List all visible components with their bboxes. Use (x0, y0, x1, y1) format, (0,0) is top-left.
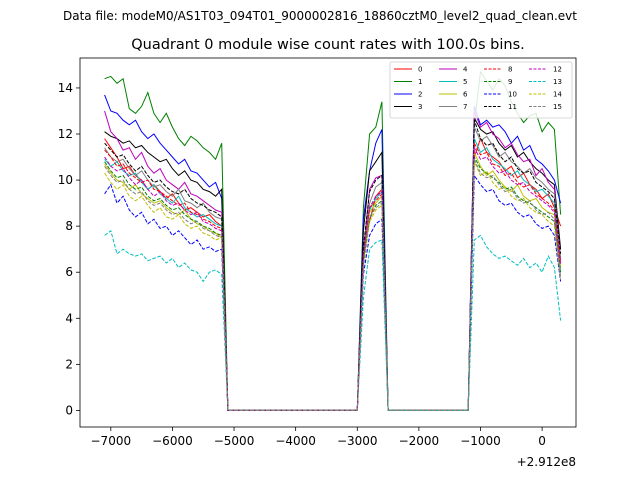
y-tick-label: 10 (58, 173, 73, 187)
x-tick-label: −5000 (214, 434, 255, 448)
y-tick-label: 4 (65, 311, 73, 325)
legend-label-2: 2 (418, 91, 422, 99)
y-tick-label: 14 (58, 81, 73, 95)
series-line-14 (104, 161, 562, 411)
legend-label-13: 13 (553, 78, 562, 86)
legend-frame (389, 61, 573, 119)
chart-title: Quadrant 0 module wise count rates with … (131, 37, 525, 53)
y-tick-label: 6 (65, 265, 73, 279)
series-line-13 (104, 229, 562, 411)
legend-label-5: 5 (463, 78, 467, 86)
legend-label-1: 1 (418, 78, 422, 86)
x-tick-label: 0 (538, 434, 546, 448)
legend-label-8: 8 (508, 66, 512, 74)
x-tick-label: −2000 (399, 434, 440, 448)
y-tick-label: 12 (58, 127, 73, 141)
legend-label-14: 14 (553, 91, 562, 99)
legend-label-10: 10 (508, 91, 517, 99)
x-offset-label: +2.912e8 (517, 455, 576, 469)
legend-label-7: 7 (463, 103, 467, 111)
series-line-15 (104, 159, 562, 411)
legend-label-11: 11 (508, 103, 517, 111)
legend-label-3: 3 (418, 103, 422, 111)
legend-label-9: 9 (508, 78, 512, 86)
series-layer (104, 70, 562, 411)
legend-label-4: 4 (463, 66, 468, 74)
x-tick-label: −7000 (91, 434, 132, 448)
legend-label-6: 6 (463, 91, 468, 99)
x-tick-label: −3000 (337, 434, 378, 448)
x-tick-label: −4000 (275, 434, 316, 448)
x-axis: −7000 −6000 −5000 −4000 −3000 −2000 −1000 0 (91, 427, 546, 448)
x-tick-label: −1000 (460, 434, 501, 448)
legend-label-12: 12 (553, 66, 562, 74)
y-tick-label: 0 (65, 403, 73, 417)
series-line-12 (104, 145, 562, 411)
y-tick-label: 8 (65, 219, 73, 233)
y-axis: 0 2 4 6 8 10 12 14 (58, 81, 80, 417)
y-tick-label: 2 (65, 357, 73, 371)
axes-frame (79, 57, 577, 428)
legend-label-0: 0 (418, 66, 422, 74)
x-tick-label: −6000 (152, 434, 193, 448)
legend-label-15: 15 (553, 103, 562, 111)
data-file-label: Data file: modeM0/AS1T03_094T01_90000028… (63, 9, 577, 23)
series-line-10 (104, 173, 562, 411)
